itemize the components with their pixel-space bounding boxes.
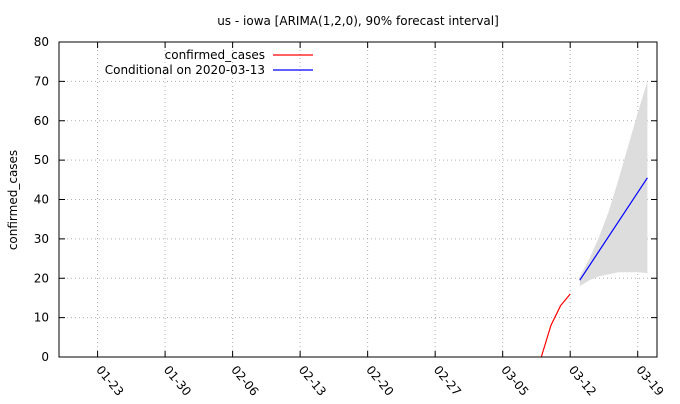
y-tick-label: 50 [34,153,49,167]
y-tick-label: 60 [34,114,49,128]
y-tick-label: 10 [34,311,49,325]
x-tick-label: 02-06 [228,363,261,399]
series-lines [540,177,648,358]
y-axis-ticks: 0 10 20 30 40 50 60 70 80 [34,35,657,364]
y-tick-label: 80 [34,35,49,49]
x-tick-label: 03-19 [633,363,666,399]
x-tick-label: 02-20 [363,363,396,399]
y-tick-label: 20 [34,271,49,285]
forecast-interval-band-group [579,81,648,287]
y-tick-label: 70 [34,74,49,88]
y-axis-label: confirmed_cases [6,150,20,250]
x-axis-ticks: 01-23 01-30 02-06 02-13 02-20 02-27 03-05 03-12… [93,42,667,399]
x-tick-label: 02-13 [296,363,329,399]
x-tick-label: 02-27 [431,363,464,399]
x-tick-label: 01-30 [161,363,194,399]
y-tick-label: 30 [34,232,49,246]
x-tick-label: 01-23 [93,363,126,399]
x-tick-label: 03-12 [566,363,599,399]
y-tick-label: 40 [34,193,49,207]
legend-label: Conditional on 2020-03-13 [105,63,265,77]
series-line-conditional-on-2020-03-13 [579,177,648,281]
y-tick-label: 0 [41,350,49,364]
chart-title: us - iowa [ARIMA(1,2,0), 90% forecast in… [217,14,499,28]
x-tick-label: 03-05 [498,363,531,399]
forecast-interval-band [579,81,648,287]
grid-lines [59,42,657,357]
legend-label: confirmed_cases [165,48,265,62]
series-line-confirmed-cases [540,293,571,358]
